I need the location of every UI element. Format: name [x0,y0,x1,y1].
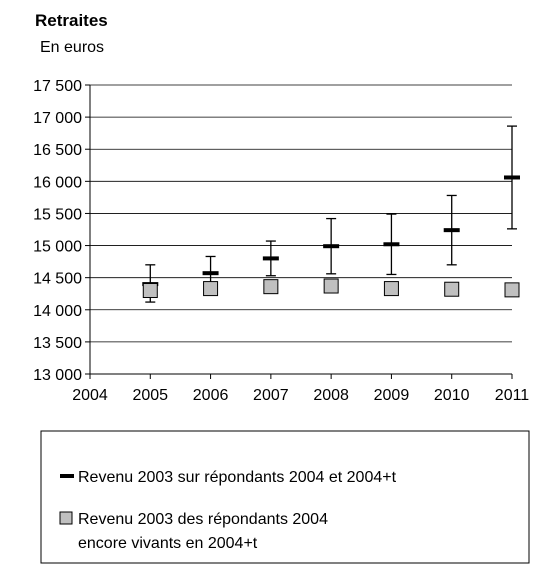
series-revenu-vivants [142,278,520,299]
x-tick-label: 2004 [72,387,108,404]
legend-label-series-2-line-2: encore vivants en 2004+t [78,535,258,552]
y-tick-label: 14 000 [33,303,82,320]
y-tick-label: 16 000 [33,174,82,191]
x-tick-label: 2007 [253,387,289,404]
y-tick-label: 13 000 [33,367,82,384]
square-point [263,279,279,295]
y-tick-label: 15 000 [33,239,82,256]
x-tick-label: 2010 [434,387,470,404]
legend: Revenu 2003 sur répondants 2004 et 2004+… [40,430,530,564]
legend-label-series-1: Revenu 2003 sur répondants 2004 et 2004+… [78,469,397,486]
y-tick-label: 16 500 [33,142,82,159]
y-tick-label: 13 500 [33,335,82,352]
grid-lines [90,84,512,343]
square-point [383,281,399,297]
legend-box [40,430,530,564]
legend-dash-icon [60,474,74,478]
legend-label-series-2-line-1: Revenu 2003 des répondants 2004 [78,511,328,528]
y-tick-label: 15 500 [33,206,82,223]
chart-title: Retraites [35,11,108,30]
x-tick-label: 2005 [132,387,168,404]
square-point [203,281,219,297]
x-tick-label: 2008 [313,387,349,404]
dash-point [383,242,400,247]
dash-point [262,256,279,261]
dash-point [202,271,219,276]
x-axis: 2004 2005 2006 2007 2008 2009 2010 2011 [72,373,530,404]
x-tick-label: 2011 [495,387,530,404]
dash-point [323,244,340,249]
y-axis: 13 000 13 500 14 000 14 500 15 000 15 500 16 0… [33,78,91,384]
square-point [444,281,460,297]
square-point [323,278,339,294]
dash-point [443,228,460,233]
x-tick-label: 2006 [193,387,229,404]
legend-square-icon [59,511,73,525]
y-tick-label: 17 500 [33,78,82,95]
dash-point [504,175,520,180]
y-tick-label: 14 500 [33,271,82,288]
chart-subtitle: En euros [40,39,104,56]
x-tick-label: 2009 [374,387,410,404]
square-point [142,283,158,299]
square-point [504,282,520,298]
series-revenu-repondants [142,125,520,303]
y-tick-label: 17 000 [33,110,82,127]
